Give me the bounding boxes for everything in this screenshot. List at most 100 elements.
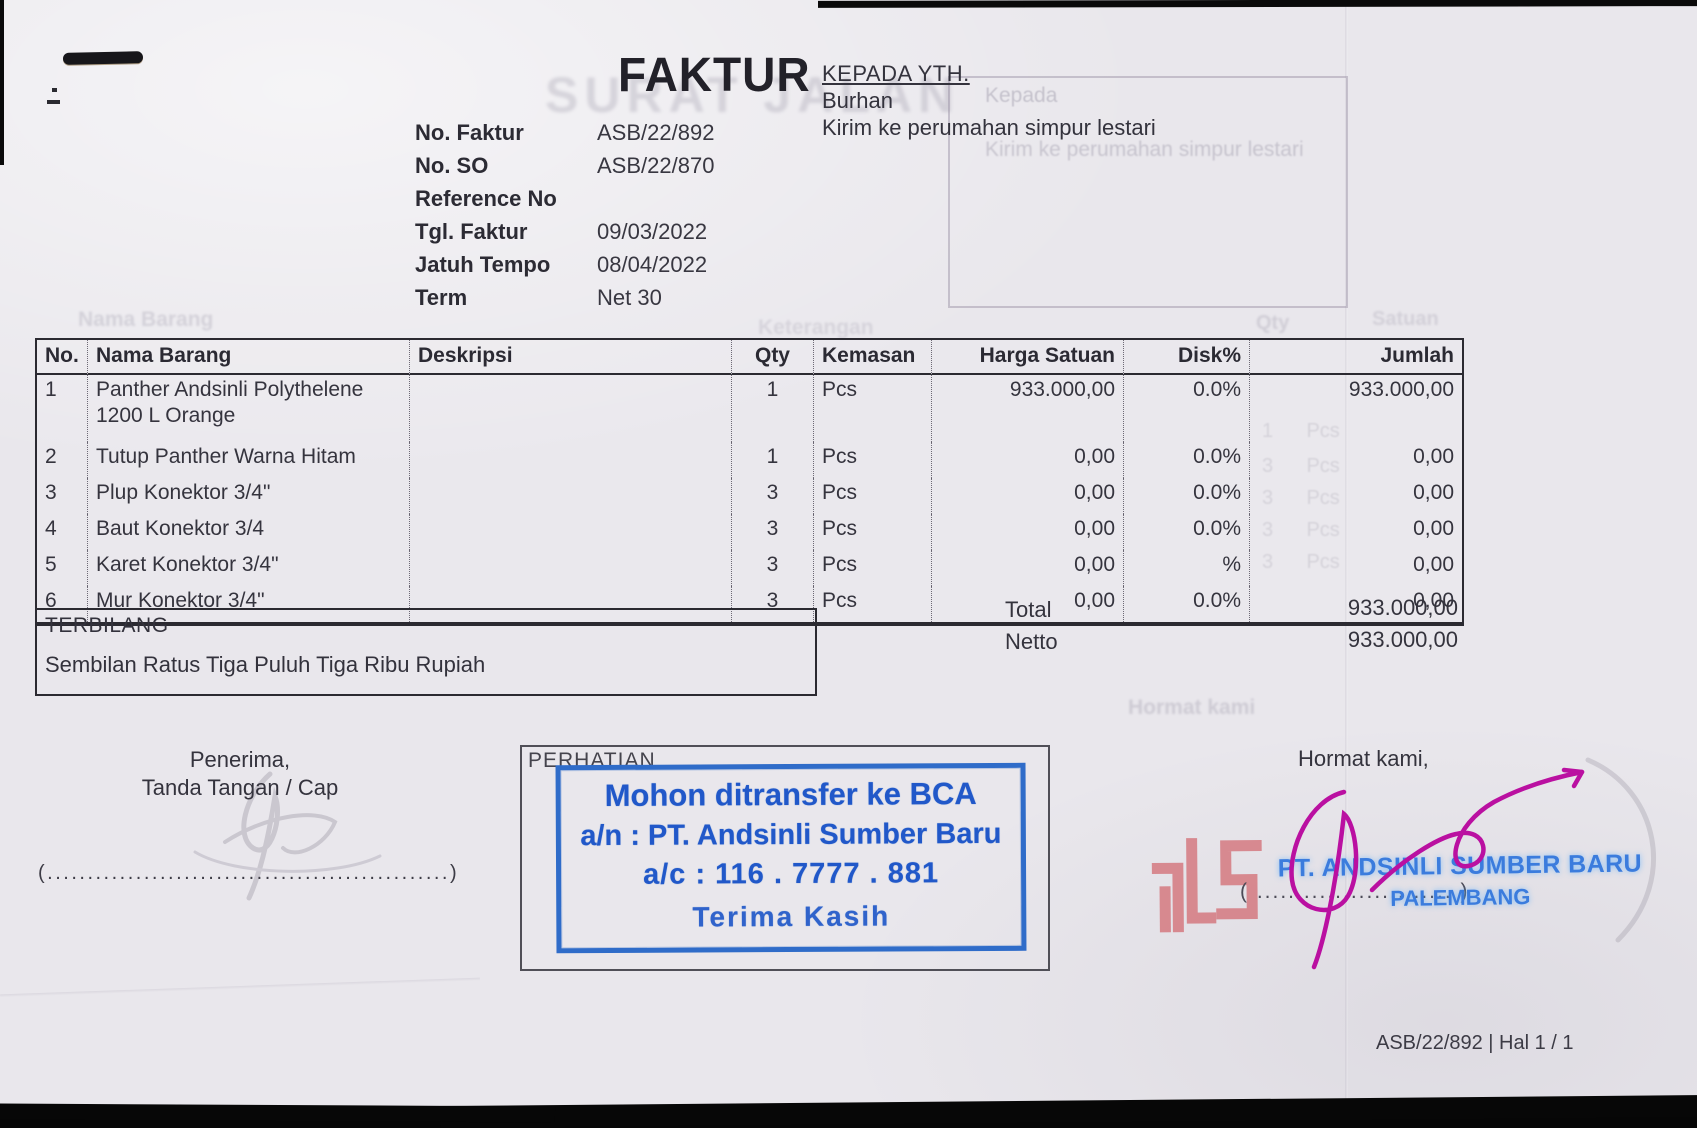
cell-nama: Mur Konektor 3/4"	[87, 586, 409, 622]
perhatian-label: PERHATIAN	[528, 749, 656, 772]
cell-nama: Panther Andsinli Polythelene 1200 L Oran…	[87, 375, 409, 442]
ghost-text: Qty	[1256, 312, 1290, 334]
cell-kemasan: Pcs	[813, 375, 931, 442]
field-row: Tgl. Faktur 09/03/2022	[415, 219, 714, 252]
terbilang-text: Sembilan Ratus Tiga Puluh Tiga Ribu Rupi…	[45, 652, 486, 677]
cell-nama: Tutup Panther Warna Hitam	[87, 442, 409, 478]
cell-no: 5	[45, 553, 57, 576]
cell-deskripsi	[409, 514, 731, 550]
cell-jumlah: 933.000,00	[1249, 375, 1462, 442]
stamp-line-4: Terima Kasih	[692, 900, 891, 933]
cell-nama: Plup Konektor 3/4"	[87, 478, 409, 514]
amount-in-words-box: TERBILANG Sembilan Ratus Tiga Puluh Tiga…	[35, 608, 817, 696]
penerima-line1: Penerima,	[189, 747, 291, 772]
cell-qty: 3	[731, 586, 813, 622]
cell-kemasan: Pcs	[813, 586, 931, 622]
ghost-text: Keterangan	[758, 316, 874, 339]
perhatian-box: PERHATIAN Mohon ditransfer ke BCA a/n : …	[520, 745, 1050, 971]
stamp-line-2: a/n : PT. Andsinli Sumber Baru	[580, 817, 1002, 853]
column-header-deskripsi: Deskripsi	[409, 340, 731, 375]
cell-harga: 0,00	[931, 514, 1123, 550]
cell-disk: 0.0%	[1123, 586, 1249, 622]
recipient-name: Burhan	[822, 88, 893, 113]
ink-dot	[52, 88, 57, 92]
cell-no: 1	[45, 378, 57, 401]
total-label: Total	[1005, 597, 1052, 622]
signature-dotted-line: (.......................................…	[38, 862, 460, 884]
cell-qty: 3	[731, 550, 813, 586]
column-header-kemasan: Kemasan	[813, 340, 931, 375]
recipient-address: Kirim ke perumahan simpur lestari	[822, 115, 1156, 140]
field-label: No. SO	[415, 153, 489, 178]
column-header-harga-satuan: Harga Satuan	[931, 340, 1123, 375]
cell-qty: 1	[731, 375, 813, 442]
cell-harga: 0,00	[931, 550, 1123, 586]
cell-kemasan: Pcs	[813, 550, 931, 586]
cell-kemasan: Pcs	[813, 478, 931, 514]
field-value: ASB/22/892	[597, 120, 715, 145]
cell-harga: 0,00	[931, 478, 1123, 514]
field-row: No. SO ASB/22/870	[415, 153, 714, 186]
netto-label: Netto	[1005, 629, 1058, 654]
cell-disk: 0.0%	[1123, 514, 1249, 550]
cell-qty: 1	[731, 442, 813, 478]
cell-deskripsi	[409, 478, 731, 514]
field-value: 09/03/2022	[597, 219, 708, 244]
ghost-text: Nama Barang	[78, 308, 214, 331]
cell-kemasan: Pcs	[813, 514, 931, 550]
field-label: Term	[415, 285, 468, 310]
cell-qty: 3	[731, 514, 813, 550]
recipient-heading: KEPADA YTH.	[822, 61, 970, 86]
cell-disk: %	[1123, 550, 1249, 586]
terbilang-label: TERBILANG	[45, 614, 169, 637]
ghost-signature-edge	[1585, 757, 1656, 943]
cell-jumlah: 0,00	[1249, 586, 1462, 622]
cell-nama: Karet Konektor 3/4"	[87, 550, 409, 586]
column-header-qty: Qty	[731, 340, 813, 375]
hormat-kami-label: Hormat kami,	[1298, 746, 1429, 771]
paper-crease	[0, 977, 480, 998]
penerima-line2: Tanda Tangan / Cap	[141, 775, 339, 800]
ghost-kepada-box	[948, 76, 1348, 308]
ghost-text: Satuan	[1372, 308, 1439, 330]
field-value: 08/04/2022	[597, 252, 708, 277]
cell-disk: 0.0%	[1123, 478, 1249, 514]
cell-harga: 0,00	[931, 442, 1123, 478]
netto-value: 933.000,00	[1347, 627, 1458, 652]
cell-no: 6	[45, 589, 57, 612]
page-footer: ASB/22/892 | Hal 1 / 1	[1376, 1032, 1574, 1054]
recipient-block: KEPADA YTH. Burhan Kirim ke perumahan si…	[822, 60, 1156, 141]
cell-qty: 3	[731, 478, 813, 514]
cell-deskripsi	[409, 550, 731, 586]
scan-edge-bottom-left	[0, 1103, 556, 1123]
invoice-fields: No. Faktur ASB/22/892 No. SO ASB/22/870 Re…	[415, 120, 714, 318]
field-label: Reference No	[415, 186, 557, 211]
ink-dash	[47, 100, 60, 104]
line-items-table: No. Nama Barang Deskripsi Qty Kemasan Ha…	[35, 338, 1464, 626]
stamp-line-1: Mohon ditransfer ke BCA	[604, 776, 977, 813]
column-header-jumlah: Jumlah	[1249, 340, 1462, 375]
receiver-signature-block: Penerima, Tanda Tangan / Cap	[100, 746, 380, 802]
field-row: No. Faktur ASB/22/892	[415, 120, 714, 153]
field-label: Jatuh Tempo	[415, 252, 551, 277]
cell-jumlah: 0,00	[1249, 442, 1462, 478]
column-header-no: No.	[37, 340, 87, 375]
cell-deskripsi	[409, 442, 731, 478]
cell-jumlah: 0,00	[1249, 478, 1462, 514]
cell-deskripsi	[409, 375, 731, 442]
cell-jumlah: 0,00	[1249, 550, 1462, 586]
stamp-line-3: a/c : 116 . 7777 . 881	[642, 857, 940, 891]
authorized-signature	[1289, 767, 1585, 970]
marker-line	[62, 51, 144, 65]
company-logo-stamp	[1151, 838, 1262, 933]
cell-kemasan: Pcs	[813, 442, 931, 478]
total-value: 933.000,00	[1347, 595, 1458, 620]
field-row: Term Net 30	[415, 285, 714, 318]
field-row: Jatuh Tempo 08/04/2022	[415, 252, 714, 285]
scan-edge-left	[0, 0, 4, 165]
cell-deskripsi	[409, 586, 731, 622]
cell-disk: 0.0%	[1123, 375, 1249, 442]
cell-nama: Baut Konektor 3/4	[87, 514, 409, 550]
document-title: FAKTUR	[618, 49, 811, 102]
